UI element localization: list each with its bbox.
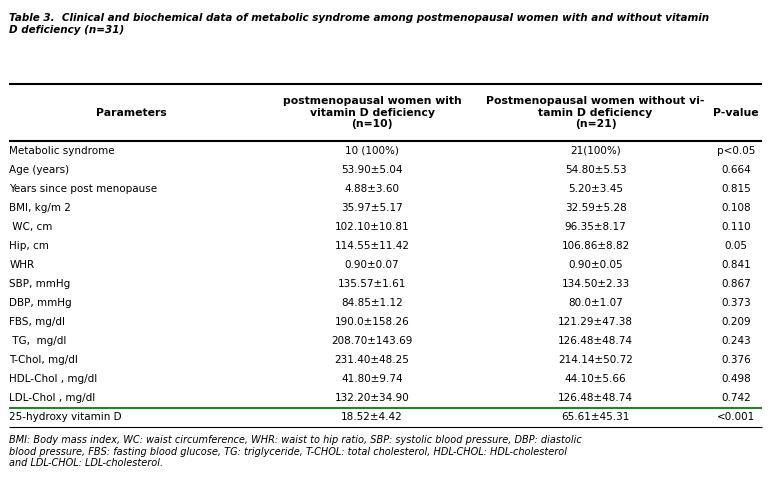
Text: HDL-Chol , mg/dl: HDL-Chol , mg/dl	[9, 374, 97, 384]
Text: 0.110: 0.110	[722, 222, 751, 232]
Text: 121.29±47.38: 121.29±47.38	[558, 317, 633, 327]
Text: Postmenopausal women without vi-
tamin D deficiency
(n=21): Postmenopausal women without vi- tamin D…	[487, 96, 705, 129]
Text: 21(100%): 21(100%)	[571, 146, 621, 156]
Text: 32.59±5.28: 32.59±5.28	[564, 203, 627, 213]
Text: 190.0±158.26: 190.0±158.26	[335, 317, 409, 327]
Text: 84.85±1.12: 84.85±1.12	[341, 298, 403, 308]
Text: 214.14±50.72: 214.14±50.72	[558, 355, 633, 365]
Text: 0.867: 0.867	[722, 279, 751, 289]
Text: TG,  mg/dl: TG, mg/dl	[9, 336, 66, 346]
Text: 10 (100%): 10 (100%)	[345, 146, 399, 156]
Text: Metabolic syndrome: Metabolic syndrome	[9, 146, 115, 156]
Text: 231.40±48.25: 231.40±48.25	[335, 355, 409, 365]
Text: 0.664: 0.664	[722, 165, 751, 175]
Text: 0.90±0.05: 0.90±0.05	[568, 260, 623, 270]
Text: 126.48±48.74: 126.48±48.74	[558, 393, 633, 403]
Text: 0.209: 0.209	[722, 317, 751, 327]
Text: 96.35±8.17: 96.35±8.17	[564, 222, 627, 232]
Text: Years since post menopause: Years since post menopause	[9, 184, 157, 194]
Text: SBP, mmHg: SBP, mmHg	[9, 279, 70, 289]
Text: 54.80±5.53: 54.80±5.53	[565, 165, 626, 175]
Text: 0.90±0.07: 0.90±0.07	[345, 260, 399, 270]
Text: <0.001: <0.001	[717, 412, 756, 422]
Text: T-Chol, mg/dl: T-Chol, mg/dl	[9, 355, 78, 365]
Text: 135.57±1.61: 135.57±1.61	[338, 279, 406, 289]
Text: 134.50±2.33: 134.50±2.33	[561, 279, 630, 289]
Text: 102.10±10.81: 102.10±10.81	[335, 222, 409, 232]
Text: 0.498: 0.498	[722, 374, 751, 384]
Text: 0.815: 0.815	[722, 184, 751, 194]
Text: 132.20±34.90: 132.20±34.90	[335, 393, 409, 403]
Text: 0.108: 0.108	[722, 203, 751, 213]
Text: 53.90±5.04: 53.90±5.04	[342, 165, 402, 175]
Text: 41.80±9.74: 41.80±9.74	[342, 374, 402, 384]
Text: 65.61±45.31: 65.61±45.31	[561, 412, 630, 422]
Text: 126.48±48.74: 126.48±48.74	[558, 336, 633, 346]
Text: Table 3.  Clinical and biochemical data of metabolic syndrome among postmenopaus: Table 3. Clinical and biochemical data o…	[9, 13, 709, 35]
Text: 208.70±143.69: 208.70±143.69	[332, 336, 412, 346]
Text: 44.10±5.66: 44.10±5.66	[565, 374, 626, 384]
Text: 18.52±4.42: 18.52±4.42	[341, 412, 403, 422]
Text: 106.86±8.82: 106.86±8.82	[561, 241, 630, 251]
Text: WC, cm: WC, cm	[9, 222, 52, 232]
Text: 114.55±11.42: 114.55±11.42	[335, 241, 409, 251]
Text: 25-hydroxy vitamin D: 25-hydroxy vitamin D	[9, 412, 122, 422]
Text: WHR: WHR	[9, 260, 35, 270]
Text: LDL-Chol , mg/dl: LDL-Chol , mg/dl	[9, 393, 96, 403]
Text: 0.243: 0.243	[722, 336, 751, 346]
Text: BMI: Body mass index, WC: waist circumference, WHR: waist to hip ratio, SBP: sys: BMI: Body mass index, WC: waist circumfe…	[9, 435, 582, 469]
Text: BMI, kg/m 2: BMI, kg/m 2	[9, 203, 71, 213]
Text: p<0.05: p<0.05	[717, 146, 756, 156]
Text: Age (years): Age (years)	[9, 165, 69, 175]
Text: FBS, mg/dl: FBS, mg/dl	[9, 317, 66, 327]
Text: 5.20±3.45: 5.20±3.45	[568, 184, 623, 194]
Text: 0.05: 0.05	[725, 241, 748, 251]
Text: 35.97±5.17: 35.97±5.17	[341, 203, 403, 213]
Text: Hip, cm: Hip, cm	[9, 241, 49, 251]
Text: postmenopausal women with
vitamin D deficiency
(n=10): postmenopausal women with vitamin D defi…	[283, 96, 461, 129]
Text: Parameters: Parameters	[96, 108, 167, 118]
Text: 4.88±3.60: 4.88±3.60	[345, 184, 399, 194]
Text: 80.0±1.07: 80.0±1.07	[568, 298, 623, 308]
Text: 0.742: 0.742	[722, 393, 751, 403]
Text: 0.376: 0.376	[722, 355, 751, 365]
Text: 0.841: 0.841	[722, 260, 751, 270]
Text: DBP, mmHg: DBP, mmHg	[9, 298, 72, 308]
Text: P-value: P-value	[713, 108, 759, 118]
Text: 0.373: 0.373	[722, 298, 751, 308]
